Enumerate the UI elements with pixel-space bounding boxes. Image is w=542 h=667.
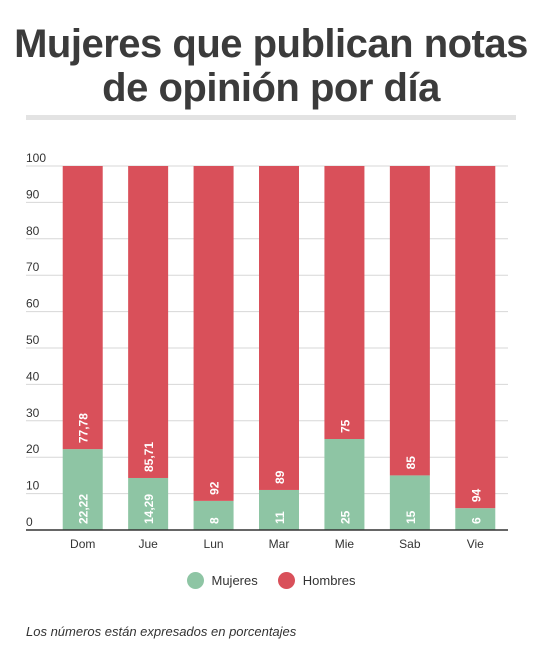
x-tick-label: Mie xyxy=(335,537,355,551)
data-label-mujeres: 25 xyxy=(338,510,352,524)
bar-mujeres-vie xyxy=(455,508,496,530)
data-label-hombres: 85 xyxy=(404,456,418,470)
bar-hombres-vie xyxy=(455,166,496,509)
legend-label-mujeres: Mujeres xyxy=(211,573,258,588)
data-label-mujeres: 8 xyxy=(208,517,222,524)
y-tick-label: 50 xyxy=(26,333,40,347)
x-tick-label: Jue xyxy=(138,537,158,551)
bar-hombres-dom xyxy=(62,166,103,450)
bar-mujeres-dom xyxy=(62,449,103,530)
data-label-mujeres: 22,22 xyxy=(77,494,91,524)
legend: Mujeres Hombres xyxy=(0,572,542,589)
bar-mujeres-mar xyxy=(259,489,299,530)
data-label-hombres: 75 xyxy=(338,419,352,433)
data-label-hombres: 77,78 xyxy=(77,413,91,443)
bar-mujeres-mie xyxy=(324,439,365,530)
data-label-hombres: 85,71 xyxy=(142,442,156,472)
y-tick-label: 100 xyxy=(26,151,46,165)
data-label-mujeres: 11 xyxy=(273,511,287,524)
bar-hombres-sab xyxy=(389,166,430,476)
x-tick-label: Lun xyxy=(204,537,224,551)
legend-item-hombres[interactable]: Hombres xyxy=(277,572,356,589)
bar-hombres-lun xyxy=(193,166,234,501)
x-tick-label: Vie xyxy=(467,537,484,551)
data-label-mujeres: 14,29 xyxy=(142,494,156,524)
y-tick-label: 40 xyxy=(26,369,40,383)
bar-mujeres-jue xyxy=(128,477,169,530)
y-tick-label: 0 xyxy=(26,515,33,529)
data-label-hombres: 92 xyxy=(208,481,222,495)
x-tick-label: Dom xyxy=(70,537,95,551)
y-tick-label: 10 xyxy=(26,479,40,493)
bar-hombres-mie xyxy=(324,166,365,439)
legend-label-hombres: Hombres xyxy=(302,573,356,588)
title-divider xyxy=(26,115,516,120)
y-tick-label: 30 xyxy=(26,406,40,420)
data-label-mujeres: 6 xyxy=(469,517,483,524)
y-tick-label: 80 xyxy=(26,224,40,238)
footnote: Los números están expresados en porcenta… xyxy=(26,624,297,639)
data-label-hombres: 89 xyxy=(273,470,287,484)
data-label-mujeres: 15 xyxy=(404,510,418,524)
y-tick-label: 20 xyxy=(26,442,40,456)
data-label-hombres: 94 xyxy=(469,488,483,502)
y-tick-label: 90 xyxy=(26,187,40,201)
chart-title: Mujeres que publican notas de opinión po… xyxy=(14,22,528,110)
x-tick-label: Mar xyxy=(269,537,290,551)
bar-hombres-jue xyxy=(128,166,169,478)
legend-item-mujeres[interactable]: Mujeres xyxy=(186,572,258,589)
bar-mujeres-sab xyxy=(389,475,430,530)
bar-mujeres-lun xyxy=(193,500,234,530)
legend-swatch-mujeres xyxy=(186,572,204,589)
y-tick-label: 70 xyxy=(26,260,40,274)
y-tick-label: 60 xyxy=(26,297,40,311)
x-tick-label: Sab xyxy=(399,537,421,551)
bar-hombres-mar xyxy=(259,166,299,490)
legend-swatch-hombres xyxy=(277,572,295,589)
stacked-bar-chart: 0 10 20 30 40 50 60 70 80 90 100 22,22 77,78 Dom 14,29… xyxy=(26,151,508,551)
